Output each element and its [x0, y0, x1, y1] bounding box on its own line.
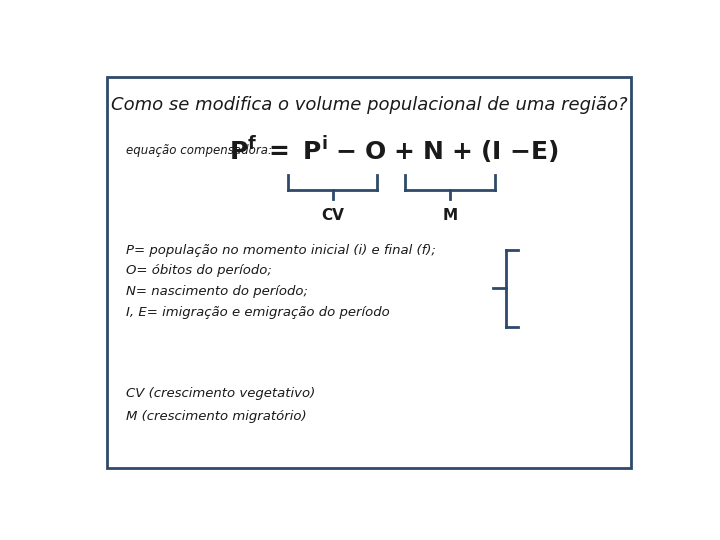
Text: Como se modifica o volume populacional de uma região?: Como se modifica o volume populacional d…	[111, 96, 627, 114]
Text: M (crescimento migratório): M (crescimento migratório)	[126, 410, 307, 423]
FancyBboxPatch shape	[107, 77, 631, 468]
Text: $\bf{P}$$\bf{^f}$ $\bf{=}$ $\bf{P}$$\bf{^i}$ $\bf{-}$ $\bf{O}$ $\bf{+}$ $\bf{N}$: $\bf{P}$$\bf{^f}$ $\bf{=}$ $\bf{P}$$\bf{…	[230, 134, 559, 166]
Text: I, E= imigração e emigração do período: I, E= imigração e emigração do período	[126, 306, 390, 319]
Text: equação compensadora:: equação compensadora:	[126, 144, 272, 157]
Text: P= população no momento inicial (i) e final (f);: P= população no momento inicial (i) e fi…	[126, 244, 436, 256]
Text: CV (crescimento vegetativo): CV (crescimento vegetativo)	[126, 387, 315, 400]
Text: N= nascimento do período;: N= nascimento do período;	[126, 285, 308, 298]
Text: CV: CV	[321, 208, 344, 223]
Text: M: M	[442, 208, 457, 223]
Text: O= óbitos do período;: O= óbitos do período;	[126, 265, 272, 278]
